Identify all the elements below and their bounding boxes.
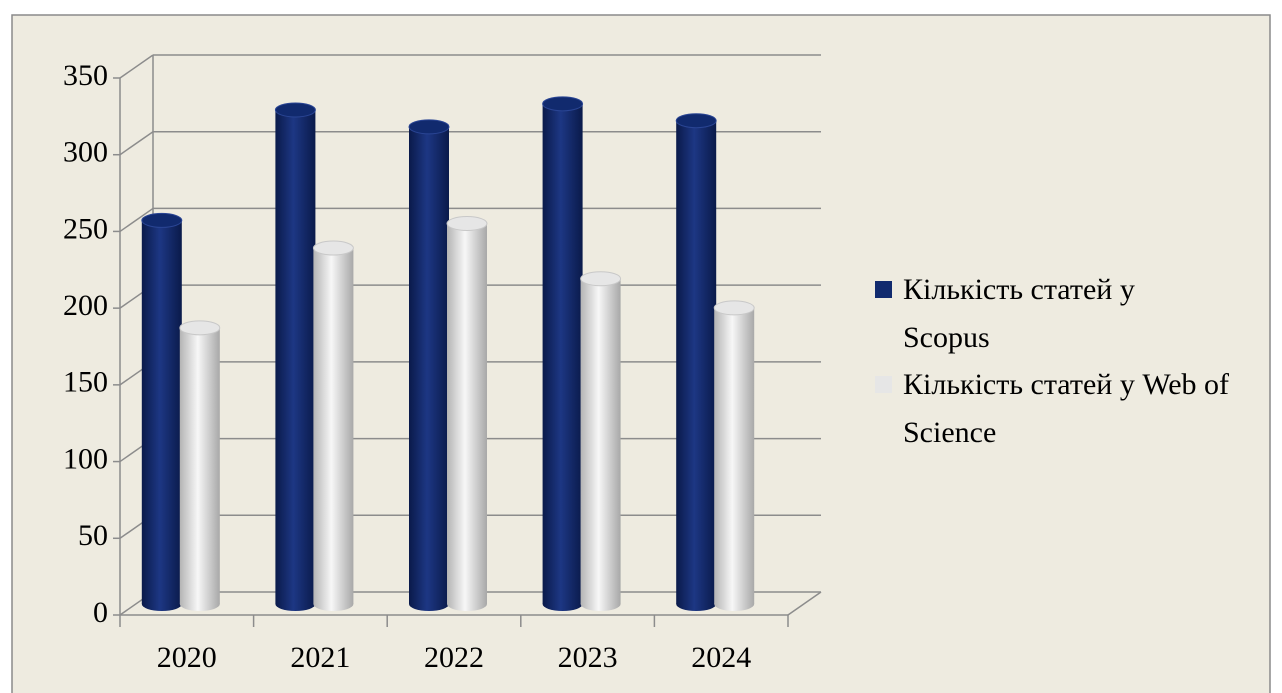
bar-top [580, 271, 622, 287]
grid-line-side [119, 131, 154, 156]
bar [447, 223, 487, 605]
bar-top [141, 212, 183, 228]
bar [141, 220, 182, 604]
bar-top [675, 113, 717, 129]
x-tick-label: 2024 [691, 641, 751, 674]
bar-top [312, 240, 354, 256]
bar [542, 103, 583, 604]
chart-area [11, 14, 1271, 693]
bar-top [179, 320, 221, 336]
grid-line-side [119, 54, 154, 79]
x-tick-label: 2020 [157, 641, 217, 674]
legend-swatch [875, 376, 892, 393]
bar [179, 327, 220, 604]
y-tick-label: 150 [63, 366, 108, 399]
x-tick-label: 2022 [424, 641, 484, 674]
legend-label: Кількість статей у Scopus [903, 273, 1135, 354]
bar [275, 109, 316, 605]
legend-swatch [875, 281, 892, 298]
y-tick-label: 50 [78, 519, 108, 552]
bar [313, 248, 354, 604]
legend-entry: Кількість статей у Scopus [875, 266, 1203, 362]
bar [676, 120, 717, 604]
x-tick-label: 2023 [558, 641, 618, 674]
legend-label: Кількість статей у Web of Science [903, 368, 1230, 449]
y-tick-label: 100 [63, 442, 108, 475]
bar-top [542, 96, 584, 112]
y-tick-label: 350 [63, 59, 108, 92]
y-tick-label: 0 [93, 596, 108, 629]
bar [409, 126, 449, 604]
legend-entry: Кількість статей у Web of Science [875, 361, 1273, 457]
grid-line-side [119, 207, 154, 233]
y-tick-label: 200 [63, 289, 108, 322]
bar [714, 307, 755, 604]
bar-top [408, 119, 450, 135]
bar [580, 278, 621, 604]
y-tick-label: 250 [63, 212, 108, 245]
x-tick-label: 2021 [290, 641, 350, 674]
bar-top [713, 300, 755, 316]
bar-top [274, 102, 316, 118]
y-tick-label: 300 [63, 136, 108, 169]
floor-edge [787, 591, 822, 616]
bar-top [446, 215, 488, 231]
